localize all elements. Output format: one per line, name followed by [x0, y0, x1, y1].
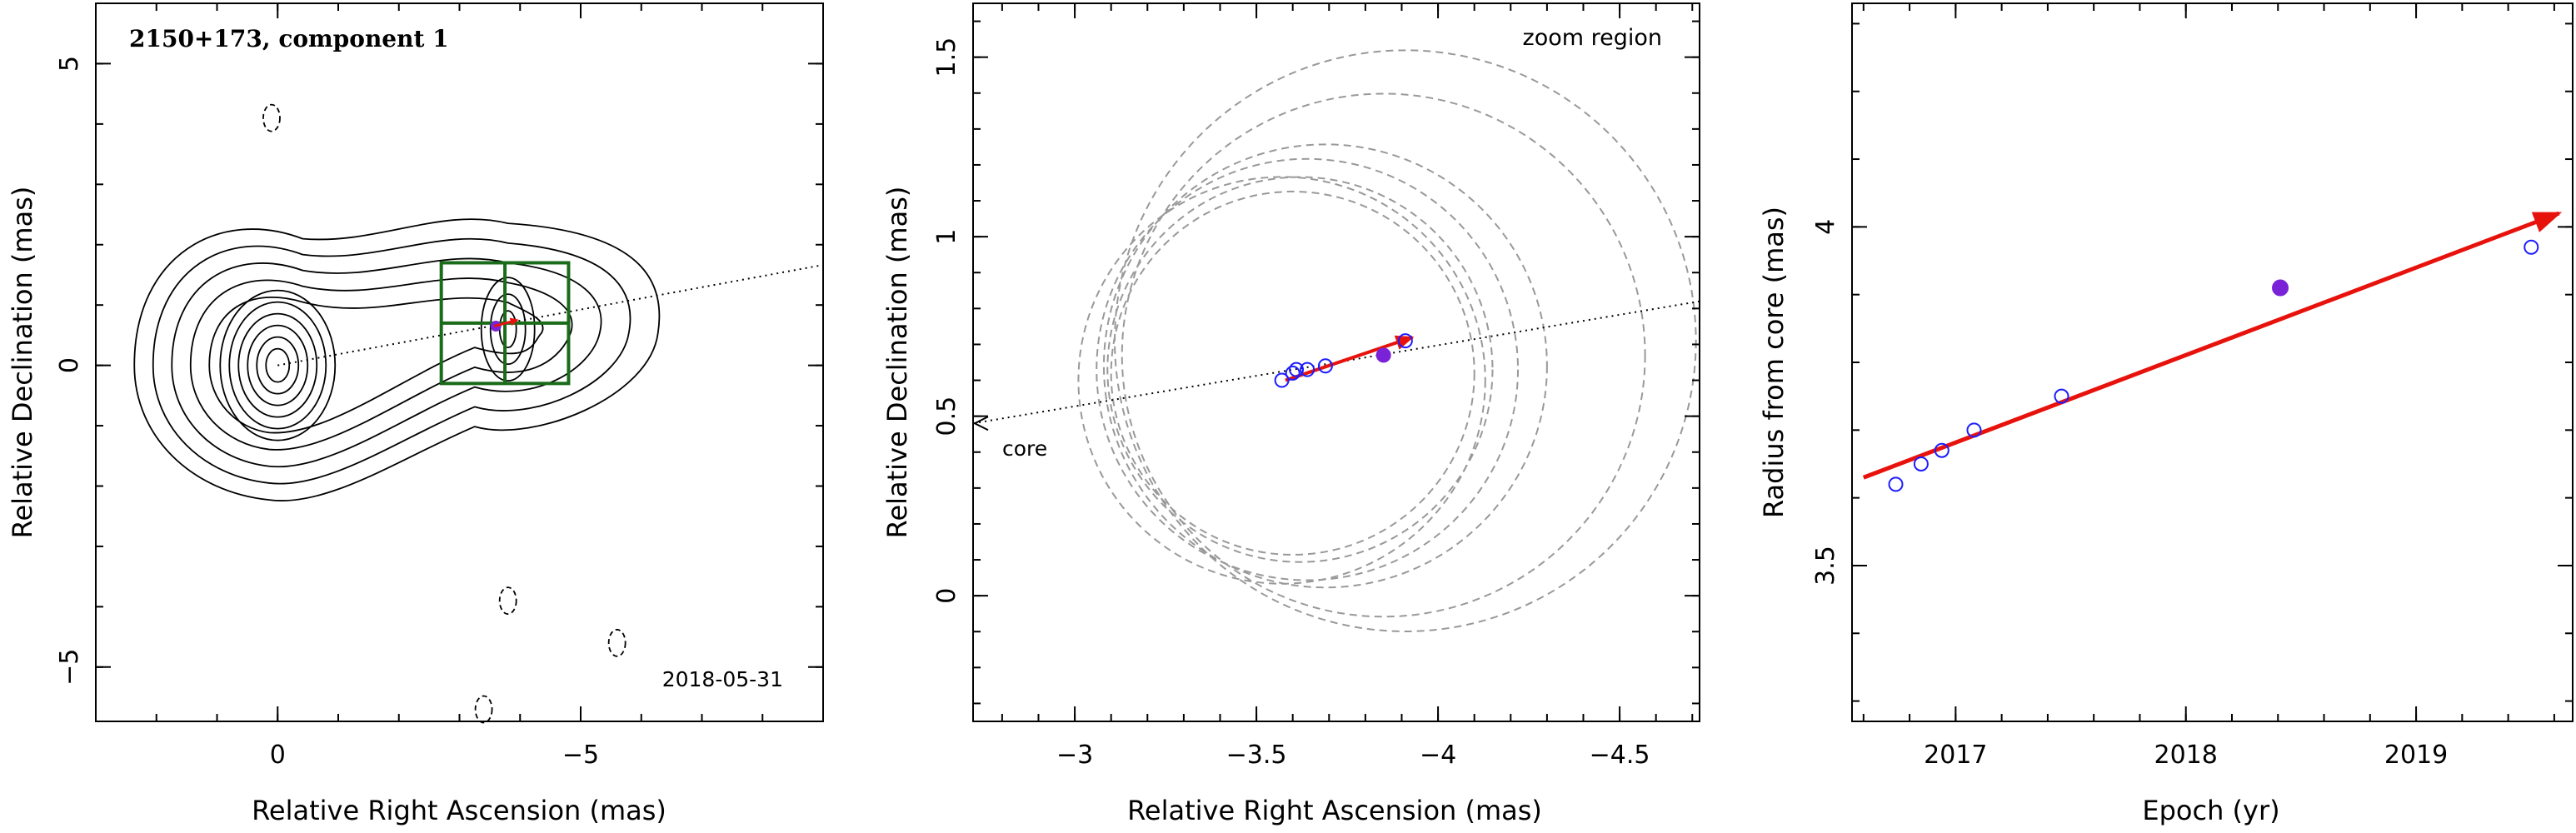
velocity-arrow	[1285, 335, 1415, 382]
data-point-open	[1274, 372, 1290, 388]
component-velocity-arrow	[493, 317, 519, 327]
negative-contour	[262, 103, 281, 132]
contour-line	[247, 324, 309, 407]
error-circle	[1110, 190, 1475, 556]
x-tick-label: −3.5	[1226, 741, 1287, 770]
data-point-open	[1289, 362, 1305, 377]
core-arrow-head	[973, 416, 989, 431]
negative-contour	[607, 628, 627, 657]
data-point-open	[2524, 239, 2539, 255]
data-point-open	[1397, 333, 1413, 349]
panel2-core-label: core	[1002, 436, 1047, 461]
panel1-frame	[95, 2, 824, 722]
data-point-open	[2054, 388, 2069, 404]
panel2-y-axis-label: Relative Declination (mas)	[881, 187, 913, 539]
panel1-axes: 0 −5 5 0 −5	[55, 2, 824, 770]
data-point-filled	[2272, 279, 2289, 297]
y-tick-label: 0	[55, 357, 84, 373]
contour-line	[265, 347, 291, 383]
x-tick-label: 2018	[2154, 741, 2218, 770]
data-point-open	[1913, 456, 1929, 471]
x-tick-label: 2017	[1924, 741, 1987, 770]
negative-contour	[474, 695, 493, 724]
contour-map	[133, 103, 661, 724]
y-tick-label: −5	[55, 649, 84, 686]
y-tick-label: 1.5	[932, 37, 961, 77]
panel3-axes: 2017 2018 2019 3.5 4	[1811, 3, 2573, 770]
error-circle	[1114, 49, 1697, 632]
x-tick-label: −5	[562, 741, 599, 770]
data-point-open	[1285, 365, 1300, 381]
panel-zoom-region: −3 −3.5 −4 −4.5 0 0.5 1 1.5 zoom region core Re…	[881, 2, 1700, 826]
contour-line	[171, 257, 602, 468]
contour-line	[133, 218, 661, 501]
y-tick-label: 0	[932, 588, 961, 604]
jet-direction-line	[277, 264, 824, 367]
panel2-zoom-region-label: zoom region	[1523, 25, 1662, 51]
data-point-open	[1966, 422, 1982, 438]
data-point-filled	[1375, 347, 1391, 363]
x-tick-label: 2019	[2384, 741, 2448, 770]
panel2-axes: −3 −3.5 −4 −4.5 0 0.5 1 1.5	[932, 3, 1700, 770]
x-tick-label: −4	[1420, 741, 1456, 770]
panel1-title: 2150+173, component 1	[129, 25, 449, 52]
panel-contour-map: 0 −5 5 0 −5 2150+173, component 1 2018-05-31…	[7, 2, 824, 826]
x-tick-label: −4.5	[1590, 741, 1650, 770]
panel2-x-axis-label: Relative Right Ascension (mas)	[1127, 795, 1542, 826]
contour-line	[480, 277, 536, 382]
contour-line	[228, 301, 327, 430]
data-point-open	[1300, 362, 1315, 377]
panel1-y-axis-label: Relative Declination (mas)	[7, 187, 38, 539]
contour-line	[208, 296, 544, 434]
panel3-x-axis-label: Epoch (yr)	[2142, 795, 2279, 826]
x-tick-label: −3	[1056, 741, 1093, 770]
contour-line	[152, 237, 632, 485]
panel2-plot-area	[973, 49, 1700, 632]
y-tick-label: 3.5	[1811, 546, 1840, 586]
x-tick-label: 0	[270, 741, 286, 770]
panel2-marks	[973, 49, 1700, 632]
panel3-frame	[1851, 2, 2574, 722]
panel3-marks	[1862, 211, 2563, 492]
contour-line	[219, 289, 337, 441]
panel-radius-vs-epoch: 2017 2018 2019 3.5 4 Epoch (yr) Radius from …	[1758, 2, 2574, 826]
error-circle	[1102, 143, 1548, 589]
panel1-marks	[277, 261, 824, 386]
panel1-x-axis-label: Relative Right Ascension (mas)	[252, 795, 666, 826]
y-tick-label: 5	[55, 56, 84, 72]
contour-line	[489, 293, 527, 366]
data-point-open	[1317, 358, 1333, 374]
data-point-open	[1888, 476, 1904, 492]
contour-line	[189, 277, 573, 451]
error-circle	[1096, 157, 1519, 581]
contour-line	[498, 310, 517, 349]
y-tick-label: 4	[1811, 219, 1840, 235]
panel1-date-annotation: 2018-05-31	[662, 667, 783, 691]
y-tick-label: 0.5	[932, 397, 961, 436]
contour-line	[256, 336, 300, 395]
panel2-frame	[972, 2, 1700, 722]
panel3-y-axis-label: Radius from core (mas)	[1758, 207, 1790, 518]
data-point-open	[1934, 442, 1949, 458]
negative-contour	[498, 586, 517, 616]
error-circle	[1121, 92, 1646, 618]
error-circle	[1106, 176, 1494, 563]
fit-line-arrow	[1862, 211, 2563, 480]
y-tick-label: 1	[932, 229, 961, 245]
contour-line	[237, 312, 318, 418]
